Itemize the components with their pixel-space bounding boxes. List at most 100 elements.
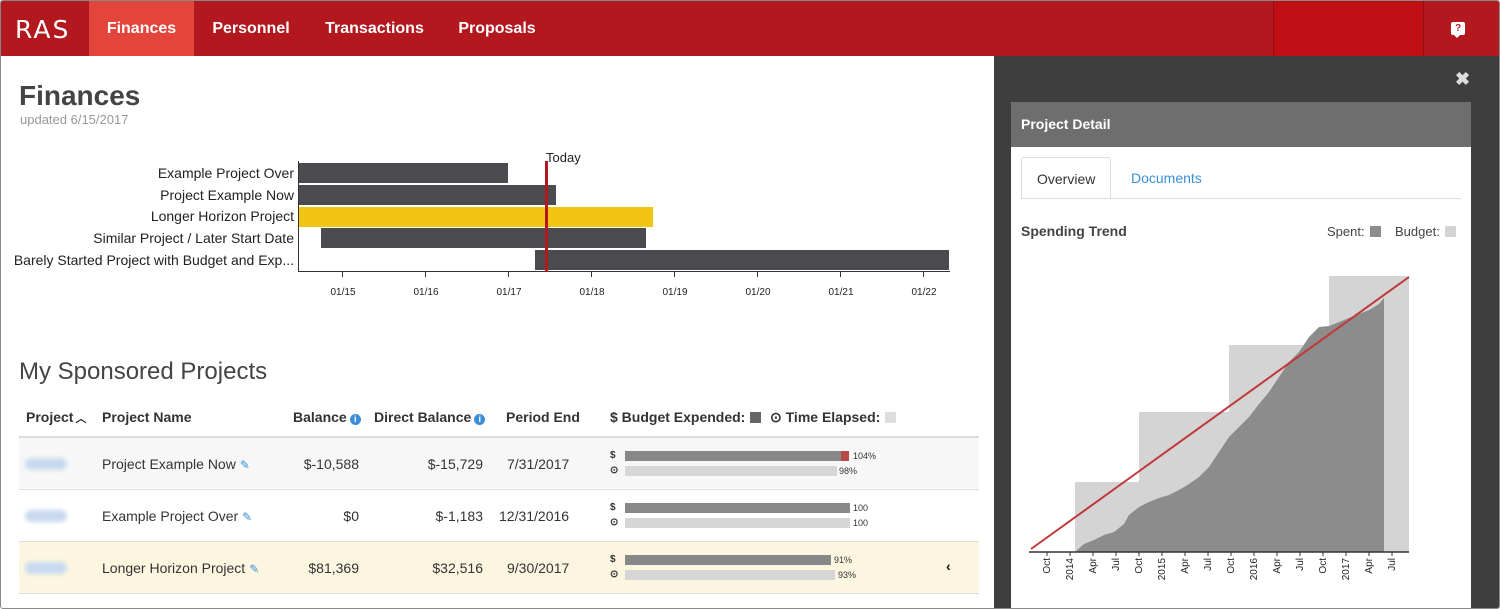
time-pct: 93% [838,570,857,580]
nav-proposals[interactable]: Proposals [458,20,536,37]
col-project[interactable]: Project ︿ [26,409,87,425]
project-id-link[interactable] [25,510,67,522]
timeline-label: Example Project Over [157,165,294,181]
x-axis-label: Oct [1226,558,1237,574]
section-title: My Sponsored Projects [19,358,268,385]
timeline-bar[interactable] [535,250,949,270]
axis-tick [342,271,343,277]
time-bar [625,466,837,476]
clock-icon: ⊙ [610,517,619,528]
timeline-label: Similar Project / Later Start Date [93,230,294,246]
nav-transactions[interactable]: Transactions [325,20,424,37]
budget-trend-line [1030,276,1410,550]
x-axis-label: 2017 [1341,558,1352,581]
balance: $-10,588 [303,456,359,472]
x-axis-label: Apr [1088,557,1099,573]
timeline-bar[interactable] [321,228,646,248]
balance: $81,369 [308,560,359,576]
chevron-up-icon: ︿ [75,413,87,425]
project-id-link[interactable] [25,458,67,470]
timeline-axis [298,271,950,272]
budget-pct: 100 [853,503,869,513]
tab-overview[interactable]: Overview [1021,157,1112,199]
user-menu[interactable] [1273,1,1424,56]
period-end: 12/31/2016 [499,508,570,524]
legend-budget: Budget: [1395,224,1456,239]
direct-balance: $-15,729 [427,456,483,472]
project-name: Project Example Now ✎ [102,456,250,472]
pencil-icon[interactable]: ✎ [242,510,253,524]
x-axis-label: Apr [1180,557,1191,573]
legend-spent: Spent: [1327,224,1381,239]
question-bubble-icon[interactable]: ? [1451,22,1465,38]
x-axis-label: Apr [1364,557,1375,573]
legend-swatch [1444,226,1456,237]
project-detail-card: Project Detail Overview Documents Spendi… [1011,102,1471,608]
timeline-bar[interactable] [298,163,508,183]
axis-tick [840,271,841,277]
nav-personnel[interactable]: Personnel [212,20,290,37]
x-axis-label: Oct [1134,558,1145,574]
balance: $0 [343,508,359,524]
timeline-label: Longer Horizon Project [150,208,294,224]
nav-finances[interactable]: Finances [89,1,194,56]
axis-tick-label: 01/17 [496,287,522,298]
spent-area [1061,298,1384,552]
x-axis-label: Oct [1318,558,1329,574]
axis-tick-label: 01/20 [745,287,771,298]
info-icon[interactable]: i [474,414,486,425]
budget-bar [625,451,849,461]
time-bar [625,518,850,528]
time-bar [625,570,835,580]
top-nav: RAS Finances Personnel Transactions Prop… [1,1,1499,56]
pencil-icon[interactable]: ✎ [239,458,250,472]
axis-tick-label: 01/21 [828,287,854,298]
project-id-link[interactable] [25,562,67,574]
axis-tick [674,271,675,277]
app-logo[interactable]: RAS [15,15,71,44]
x-axis-label: Jul [1295,558,1306,571]
direct-balance: $-1,183 [435,508,483,524]
x-axis-label: 2015 [1157,558,1168,581]
table-row[interactable]: Project Example Now ✎ $-10,588 $-15,729 7… [19,436,979,488]
timeline-bar-highlight[interactable] [298,207,653,227]
col-project-name[interactable]: Project Name [102,409,192,425]
spending-trend-title: Spending Trend [1021,223,1127,239]
axis-tick [591,271,592,277]
chevron-left-icon[interactable]: ‹ [946,558,951,574]
pencil-icon[interactable]: ✎ [249,562,260,576]
x-axis-labels: Oct 2014 Apr Jul Oct 2015 Apr Jul Oct 2016 Apr Jul O… [1042,552,1398,580]
timeline-label: Barely Started Project with Budget and E… [13,252,294,268]
x-axis-label: Jul [1111,558,1122,571]
timeline-bar[interactable] [298,185,556,205]
close-icon[interactable]: ✖ [1455,69,1471,89]
budget-pct: 91% [834,555,853,565]
axis-tick [425,271,426,277]
table-row[interactable]: Example Project Over ✎ $0 $-1,183 12/31/2… [19,489,979,541]
axis-tick-label: 01/19 [662,287,688,298]
legend-swatch [1369,226,1381,237]
table-row-selected[interactable]: Longer Horizon Project ✎ $81,369 $32,516 … [19,541,979,593]
timeline-axis [298,161,299,272]
col-direct-balance[interactable]: Direct Balance i [374,409,486,425]
axis-tick-label: 01/16 [413,287,439,298]
legend-swatch [750,412,762,423]
info-icon[interactable]: i [349,414,361,425]
direct-balance: $32,516 [432,560,483,576]
time-pct: 100 [853,518,869,528]
axis-tick [508,271,509,277]
x-axis-label: Jul [1387,558,1398,571]
tab-documents[interactable]: Documents [1131,170,1202,186]
budget-pct: 104% [853,451,877,461]
period-end: 9/30/2017 [507,560,570,576]
x-axis-label: 2016 [1249,558,1260,581]
clock-icon: ⊙ [610,465,619,476]
col-time-elapsed: ⊙ Time Elapsed: [770,409,897,426]
col-period-end[interactable]: Period End [506,409,580,425]
tab-divider [1021,198,1461,199]
today-marker [545,161,548,272]
col-balance[interactable]: Balance i [293,409,361,425]
time-pct: 98% [839,466,858,476]
legend-swatch [885,412,897,423]
timeline-label: Project Example Now [160,187,294,203]
